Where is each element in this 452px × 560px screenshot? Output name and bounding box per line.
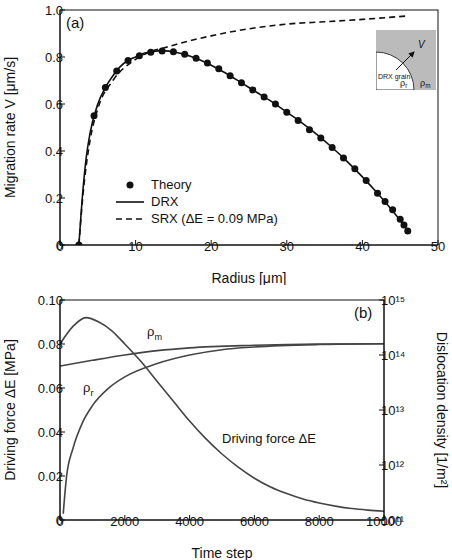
- html-text:Driving force ΔE: Driving force ΔE: [222, 431, 316, 446]
- svg-text:2000: 2000: [110, 514, 139, 529]
- svg-text:Radius [μm]: Radius [μm]: [212, 270, 287, 285]
- svg-text:0: 0: [56, 238, 63, 253]
- svg-text:Migration rate V [μm/s]: Migration rate V [μm/s]: [2, 57, 18, 198]
- svg-text:ρr: ρr: [400, 78, 407, 89]
- svg-text:0.8: 0.8: [45, 50, 63, 65]
- svg-text:0.08: 0.08: [38, 337, 63, 352]
- svg-text:40: 40: [355, 239, 369, 254]
- svg-text:10¹⁵: 10¹⁵: [381, 293, 405, 308]
- svg-text:0.4: 0.4: [45, 144, 63, 159]
- svg-text:Dislocation density [1/m²]: Dislocation density [1/m²]: [434, 332, 450, 488]
- svg-text:DRX grain: DRX grain: [378, 73, 410, 81]
- svg-text:ρm: ρm: [420, 78, 430, 89]
- html-text:(a): (a): [66, 14, 85, 31]
- svg-text:10: 10: [128, 239, 142, 254]
- svg-text:0.6: 0.6: [45, 97, 63, 112]
- svg-text:20: 20: [204, 239, 218, 254]
- svg-text:30: 30: [280, 239, 294, 254]
- svg-text:Time step: Time step: [192, 545, 253, 560]
- svg-text:8000: 8000: [305, 514, 334, 529]
- svg-text:10¹²: 10¹²: [381, 458, 405, 473]
- html-text:SRX (ΔE = 0.09 MPa): SRX (ΔE = 0.09 MPa): [151, 211, 278, 226]
- svg-text:10¹¹: 10¹¹: [381, 513, 405, 528]
- html-text:Theory: Theory: [151, 177, 192, 192]
- svg-text:Driving force ΔE [MPa]: Driving force ΔE [MPa]: [2, 339, 18, 481]
- svg-text:10¹⁴: 10¹⁴: [381, 348, 405, 363]
- html-text:ρm: ρm: [147, 324, 162, 342]
- svg-text:0: 0: [56, 513, 63, 528]
- html-text:DRX: DRX: [151, 194, 179, 209]
- svg-text:0.2: 0.2: [45, 191, 63, 206]
- svg-text:0.02: 0.02: [38, 469, 63, 484]
- svg-text:50: 50: [431, 239, 445, 254]
- svg-text:1.0: 1.0: [45, 3, 63, 18]
- svg-text:0.04: 0.04: [38, 425, 63, 440]
- svg-text:4000: 4000: [175, 514, 204, 529]
- svg-text:0.06: 0.06: [38, 381, 63, 396]
- svg-text:0.10: 0.10: [38, 293, 63, 308]
- svg-text:6000: 6000: [240, 514, 269, 529]
- svg-text:10¹³: 10¹³: [381, 403, 405, 418]
- html-text:(b): (b): [354, 304, 373, 321]
- svg-text:V: V: [418, 39, 426, 50]
- html-text:ρr: ρr: [83, 380, 94, 398]
